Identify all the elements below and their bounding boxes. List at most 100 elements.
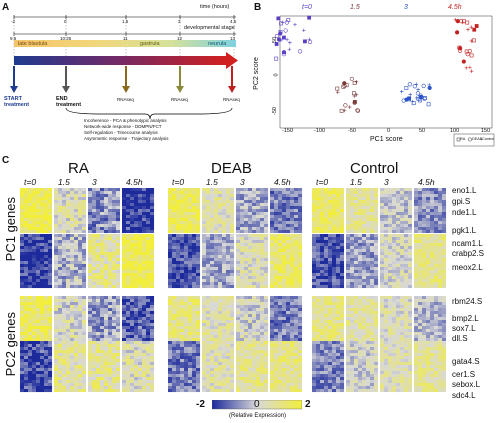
pca-point-3-11 bbox=[466, 27, 470, 32]
pca-point-3-12 bbox=[471, 38, 476, 43]
time-tick-5: 4.5 bbox=[230, 19, 237, 24]
analysis-1: Incoherence - PCA & phenotypic analysis bbox=[84, 118, 167, 123]
pca-plot: + bbox=[274, 15, 495, 147]
timepoint-label-ra-2: 3 bbox=[92, 177, 97, 187]
pca-ytick-1: 50 bbox=[272, 36, 279, 44]
pca-ylabel: PC2 score bbox=[252, 57, 260, 90]
pca-point-1-19 bbox=[352, 100, 357, 105]
pca-point-2-24 bbox=[426, 102, 431, 107]
condition-deab-title: DEAB bbox=[211, 160, 252, 177]
pca-point-0-14 bbox=[288, 40, 292, 45]
pca-point-0-4 bbox=[276, 37, 282, 42]
pca-point-1-4 bbox=[355, 108, 360, 113]
gene-crabp2: crabp2.S bbox=[452, 249, 485, 258]
end-treatment-label: END treatment bbox=[56, 96, 82, 108]
pca-point-0-6 bbox=[274, 42, 279, 46]
pca-point-0-13 bbox=[307, 39, 313, 45]
gene-eno1: eno1.L bbox=[452, 186, 477, 195]
condition-control-title: Control bbox=[350, 160, 399, 177]
pca-point-3-20 bbox=[469, 25, 474, 29]
pca-point-2-11 bbox=[410, 99, 415, 104]
pca-point-3-4 bbox=[454, 30, 460, 35]
pca-point-3-14 bbox=[469, 69, 474, 74]
legend-deab: DEAB bbox=[472, 137, 483, 141]
pca-point-3-17 bbox=[460, 20, 465, 25]
stage-tick-5: 13 bbox=[230, 36, 236, 41]
pca-point-3-8 bbox=[468, 65, 472, 70]
stage-tick-4: 12 bbox=[177, 36, 183, 41]
phase-bar bbox=[14, 40, 236, 47]
pca-point-0-25 bbox=[284, 20, 290, 25]
colorbar-mid: 0 bbox=[254, 399, 260, 410]
pca-point-1-13 bbox=[343, 103, 348, 108]
pca-point-0-9 bbox=[282, 35, 286, 40]
panel-c-letter: C bbox=[2, 155, 10, 166]
gene-sdc4: sdc4.L bbox=[452, 391, 476, 400]
time-tick-3: 1.5 bbox=[122, 19, 129, 24]
pca-point-1-7 bbox=[355, 108, 361, 113]
gene-dll: dll.S bbox=[452, 334, 468, 343]
pca-xtick-7: 150 bbox=[481, 128, 491, 134]
pca-xlabel: PC1 score bbox=[370, 136, 403, 143]
pca-point-0-12 bbox=[278, 30, 283, 34]
heatmaps: t=0 1.5 3 4.5h t=0 1.5 3 4.5h t=0 1.5 3 4.5h bbox=[20, 177, 447, 393]
pca-point-2-17 bbox=[414, 82, 419, 87]
panel-b-letter: B bbox=[254, 2, 262, 13]
pca-point-0-15 bbox=[274, 56, 279, 61]
pca-point-1-18 bbox=[344, 83, 349, 88]
svg-text:+: + bbox=[480, 137, 483, 142]
gene-sox7: sox7.L bbox=[452, 324, 476, 333]
phase-late-blastula: late blastula bbox=[18, 41, 48, 47]
pca-point-3-1 bbox=[467, 48, 472, 54]
timepoint-label-control-1: 1.5 bbox=[350, 177, 362, 187]
rnaseq-label-2: RNAseq bbox=[171, 97, 188, 102]
timepoint-label-deab-1: 1.5 bbox=[206, 177, 218, 187]
pca-point-2-12 bbox=[407, 96, 412, 101]
pca-point-1-14 bbox=[347, 105, 352, 109]
pca-tp-2: 3 bbox=[404, 4, 408, 11]
pca-ytick-3: -50 bbox=[271, 107, 278, 115]
panel-a-letter: A bbox=[2, 2, 10, 13]
time-tick-4: 3 bbox=[178, 19, 181, 24]
timepoint-label-control-2: 3 bbox=[384, 177, 389, 187]
stage-tick-2: 10.25 bbox=[60, 36, 72, 41]
timepoint-label-ra-1: 1.5 bbox=[58, 177, 70, 187]
gene-bmp2: bmp2.L bbox=[452, 314, 479, 323]
timepoint-label-control-3: 4.5h bbox=[418, 177, 435, 187]
pca-point-3-2 bbox=[464, 66, 469, 70]
pca-point-2-5 bbox=[404, 98, 408, 102]
treatment-arrow bbox=[14, 56, 226, 65]
pca-point-1-2 bbox=[335, 90, 340, 94]
analysis-3: Self-regulation - Timecourse analysis bbox=[84, 130, 158, 135]
pca-point-2-20 bbox=[408, 92, 413, 97]
pca-point-2-22 bbox=[407, 82, 412, 87]
gene-ncam1: ncam1.L bbox=[452, 239, 483, 248]
pca-point-3-19 bbox=[455, 19, 460, 24]
pca-point-2-18 bbox=[418, 98, 422, 103]
pca-tp-3: 4.5h bbox=[448, 4, 462, 11]
time-tick-1: -2 bbox=[11, 19, 16, 24]
pca-point-2-10 bbox=[415, 91, 420, 96]
timepoint-label-deab-3: 4.5h bbox=[274, 177, 291, 187]
condition-ra-title: RA bbox=[68, 160, 89, 177]
pca-point-2-4 bbox=[401, 98, 406, 103]
pca-xtick-5: 50 bbox=[419, 128, 426, 134]
pca-point-3-23 bbox=[453, 18, 458, 22]
timepoint-label-deab-2: 3 bbox=[240, 177, 245, 187]
phase-gastrula: gastrula bbox=[140, 41, 160, 47]
pca-point-3-3 bbox=[464, 49, 469, 54]
gene-gata4: gata4.S bbox=[452, 357, 480, 366]
timepoint-label-deab-0: t=0 bbox=[172, 177, 184, 187]
pca-point-0-0 bbox=[307, 15, 312, 20]
pca-point-3-7 bbox=[465, 51, 470, 57]
pca-xtick-4: 0 bbox=[387, 128, 391, 134]
stage-axis-label: developmental stage bbox=[184, 25, 235, 31]
pca-point-2-16 bbox=[427, 85, 432, 91]
pca-point-3-6 bbox=[469, 53, 474, 58]
pca-point-3-18 bbox=[472, 27, 477, 32]
timepoint-label-ra-3: 4.5h bbox=[126, 177, 143, 187]
pca-legend bbox=[453, 133, 495, 147]
pca-point-0-21 bbox=[303, 39, 307, 44]
stage-tick-3: 11 bbox=[123, 36, 128, 41]
timepoint-label-control-0: t=0 bbox=[316, 177, 328, 187]
